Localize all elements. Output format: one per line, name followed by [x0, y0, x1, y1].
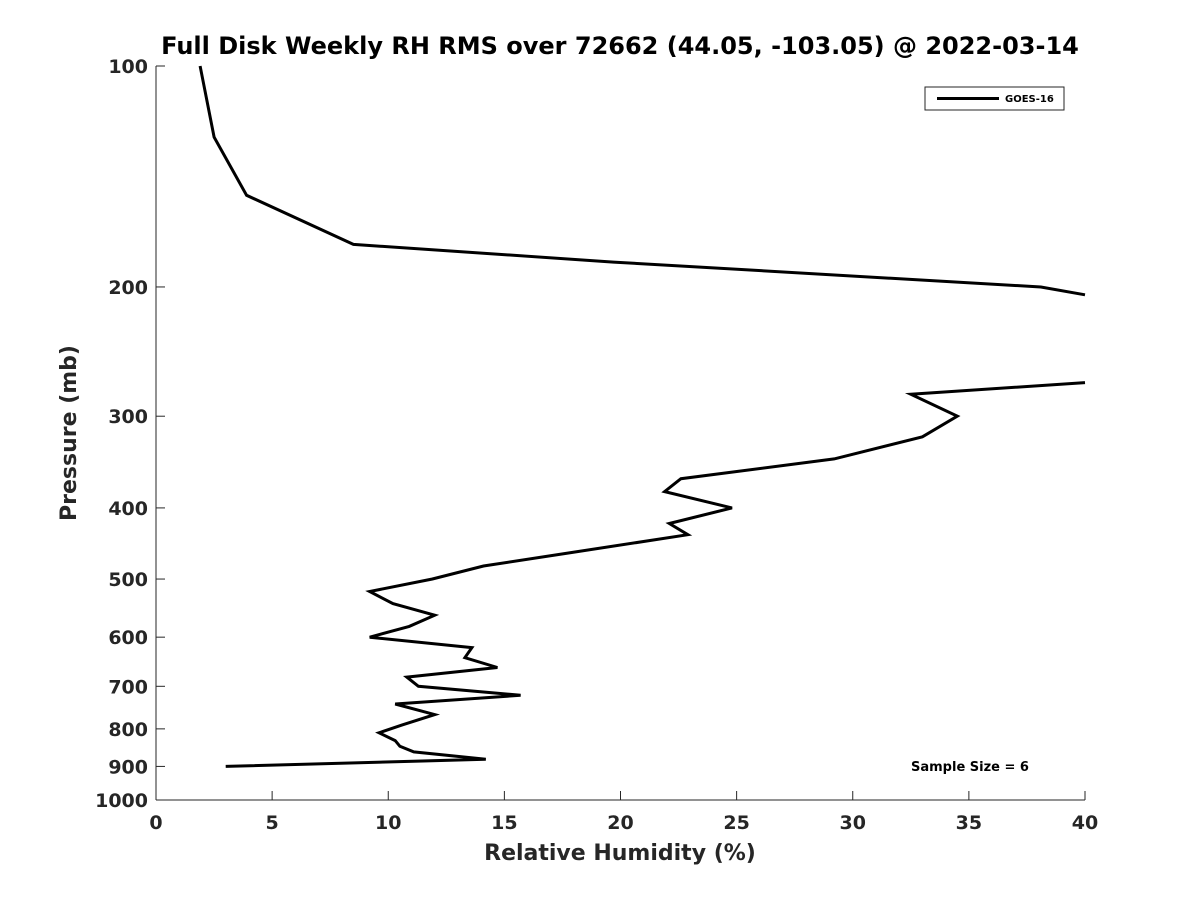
y-tick-label: 700	[108, 676, 148, 698]
y-tick-label: 400	[108, 498, 148, 520]
legend-entry-goes-16: GOES-16	[1005, 94, 1054, 105]
y-tick-label: 1000	[95, 790, 148, 812]
y-tick-label: 300	[108, 406, 148, 428]
x-ticks: 0 5 10 15 20 25 30 35 40	[149, 791, 1098, 834]
x-tick-label: 25	[723, 812, 749, 834]
x-tick-label: 0	[149, 812, 162, 834]
y-ticks: 100 200 300 400 500 600 700 800 900 1000	[95, 56, 165, 812]
series-line-goes-16-segment-2	[225, 381, 1086, 768]
x-axis-label: Relative Humidity (%)	[484, 841, 756, 866]
x-tick-label: 15	[491, 812, 517, 834]
series-line-goes-16-segment-1	[198, 65, 1086, 297]
series-layer	[198, 65, 1086, 768]
x-tick-label: 20	[607, 812, 633, 834]
legend: GOES-16	[924, 86, 1065, 111]
y-tick-label: 100	[108, 56, 148, 78]
x-tick-label: 35	[956, 812, 982, 834]
y-tick-label: 900	[108, 756, 148, 778]
sample-size-annotation: Sample Size = 6	[911, 760, 1029, 775]
x-tick-label: 10	[375, 812, 401, 834]
x-tick-label: 40	[1072, 812, 1098, 834]
x-tick-label: 30	[840, 812, 866, 834]
x-tick-label: 5	[266, 812, 279, 834]
chart-title: Full Disk Weekly RH RMS over 72662 (44.0…	[161, 32, 1079, 60]
y-tick-label: 200	[108, 277, 148, 299]
plot-area	[156, 66, 1085, 800]
y-tick-label: 500	[108, 569, 148, 591]
y-axis-label: Pressure (mb)	[57, 345, 82, 521]
y-tick-label: 600	[108, 627, 148, 649]
y-tick-label: 800	[108, 719, 148, 741]
